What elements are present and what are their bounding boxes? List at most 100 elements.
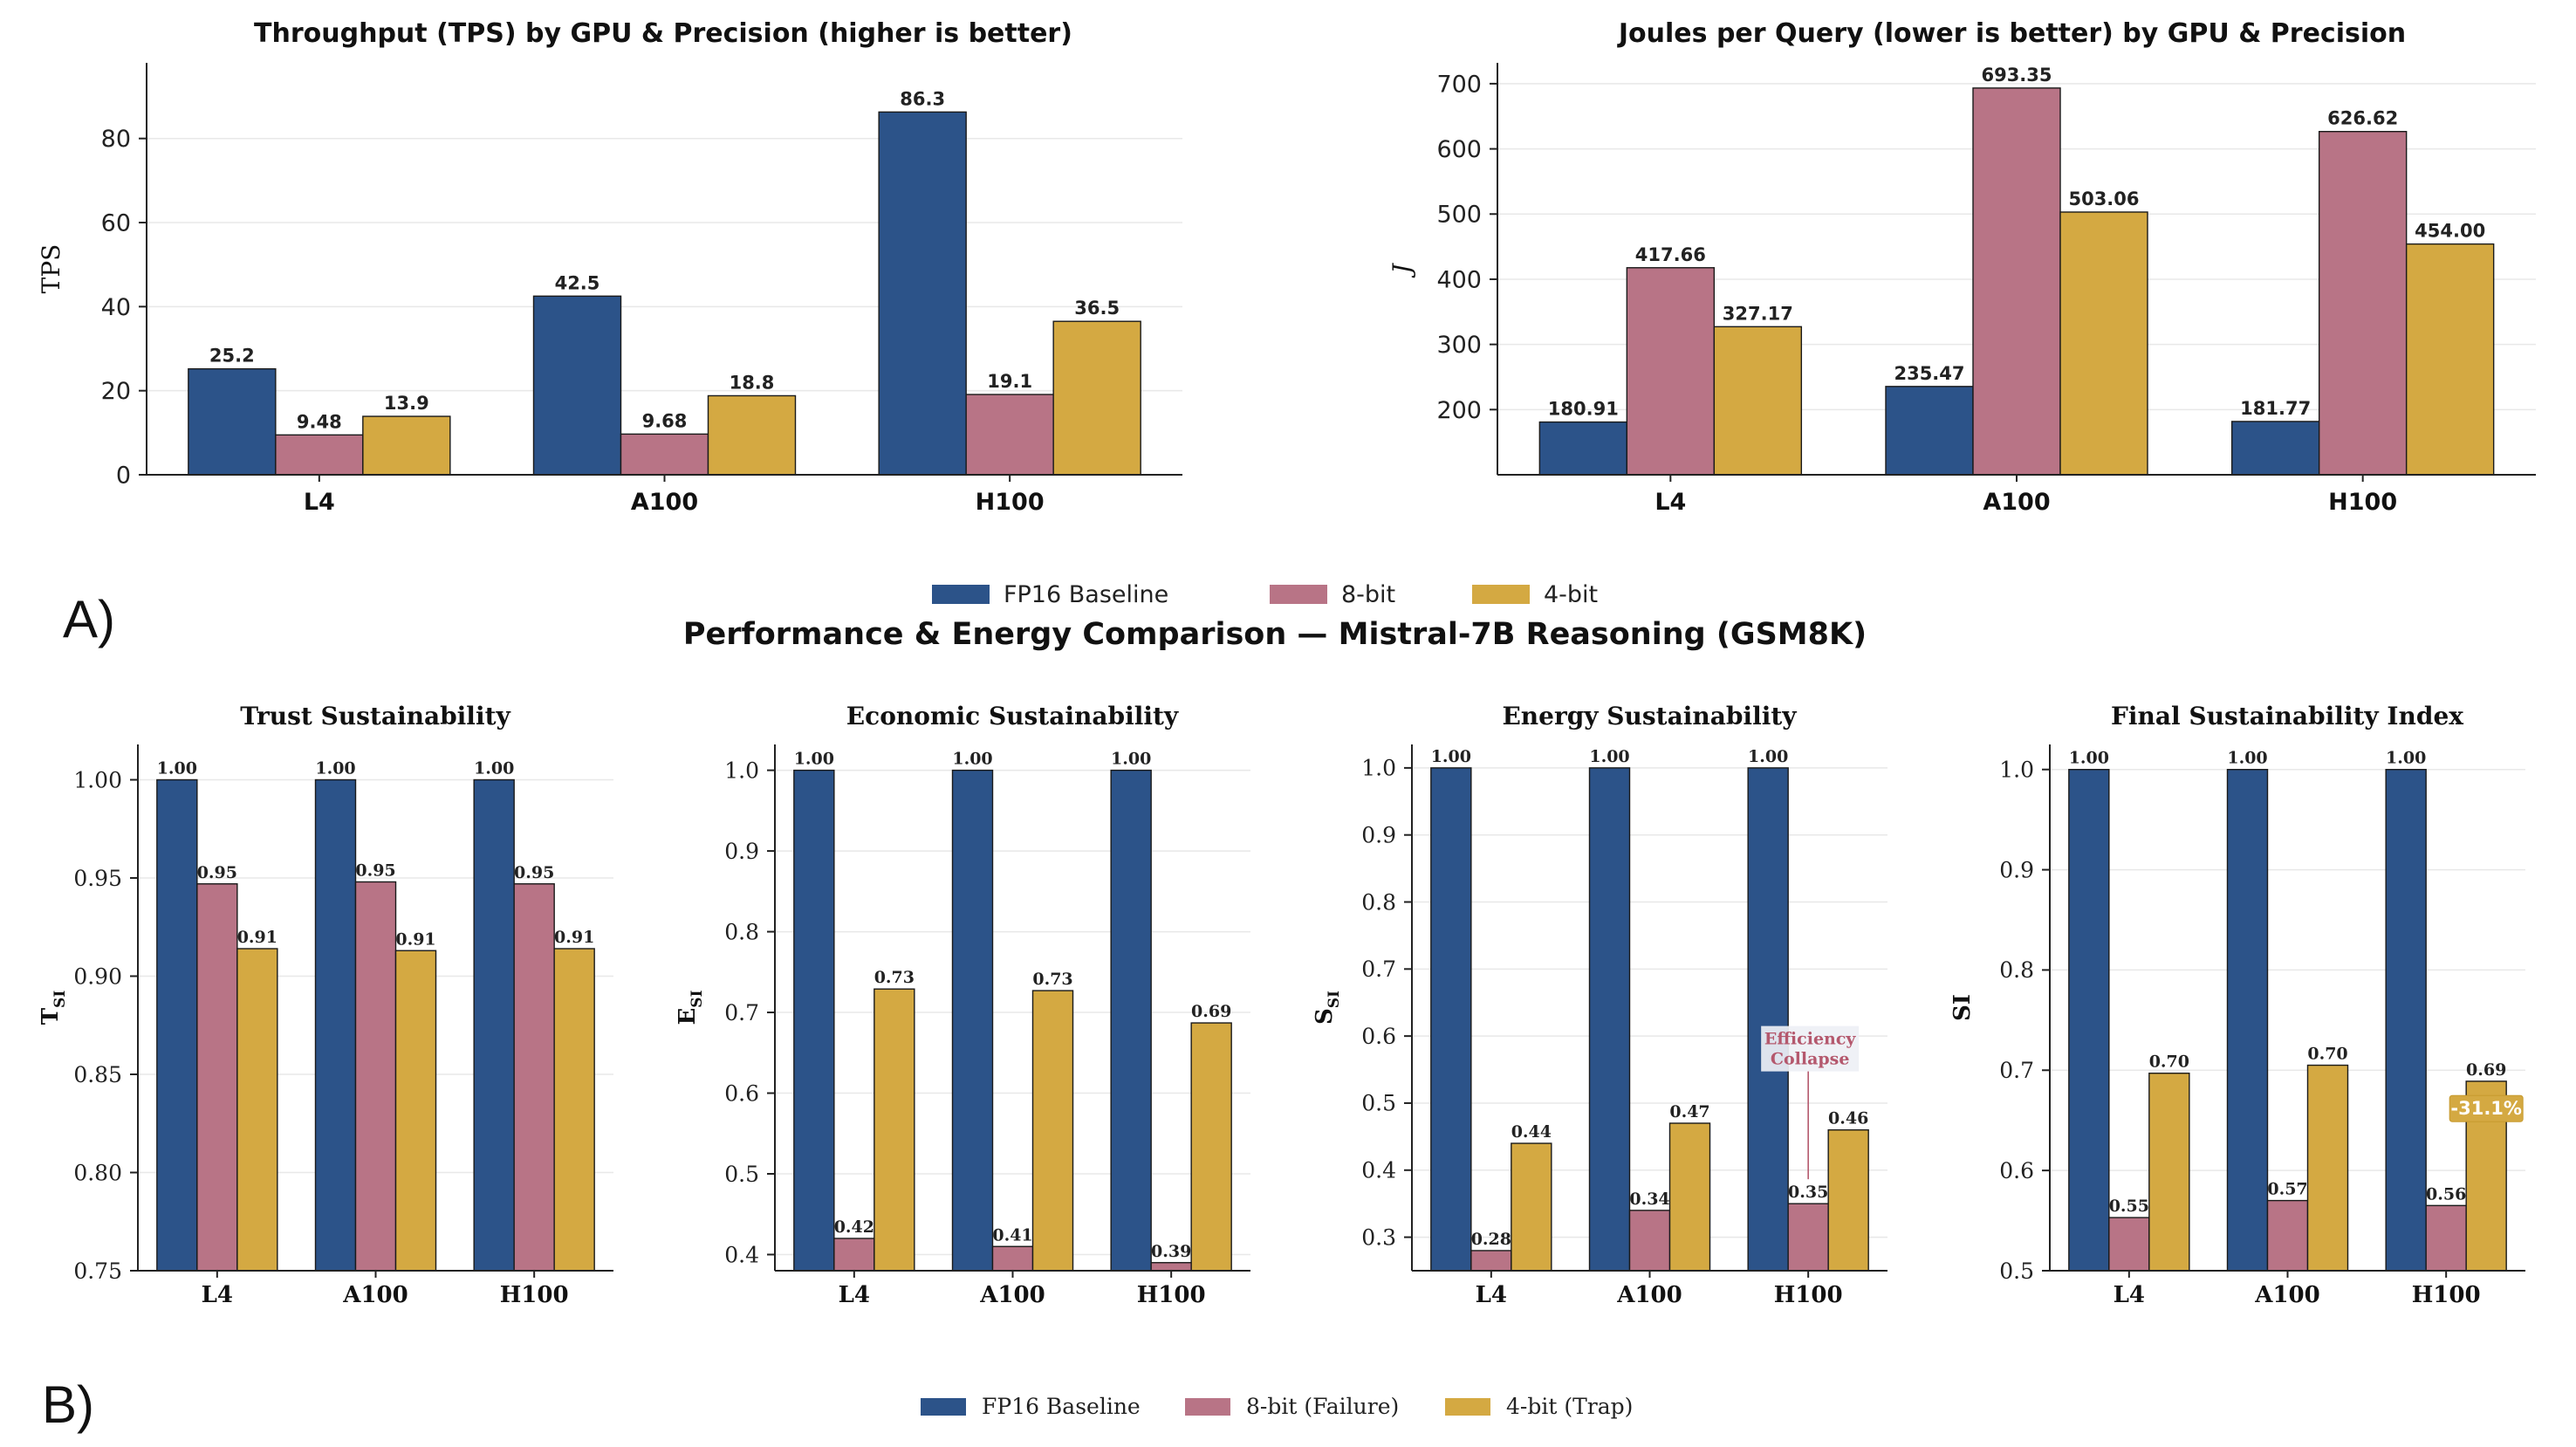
y-axis-label-subscript: SI xyxy=(51,991,69,1008)
legend-swatch-4bit xyxy=(1472,585,1530,604)
y-axis-label: SSI xyxy=(1312,991,1343,1025)
bar-value-label: 0.69 xyxy=(2466,1060,2506,1080)
bar-value-label: 235.47 xyxy=(1894,363,1964,384)
bar-value-label: 19.1 xyxy=(987,371,1032,392)
legend-panel-b: FP16 Baseline 8-bit (Failure) 4-bit (Tra… xyxy=(921,1394,1633,1419)
x-tick-label: L4 xyxy=(304,489,335,516)
legend-label-8bit: 8-bit xyxy=(1341,581,1395,608)
y-tick-label: 0.90 xyxy=(73,964,122,989)
chart-economic-sustainability: Economic Sustainability 0.40.50.60.70.80… xyxy=(675,702,1250,1308)
y-tick-label: 500 xyxy=(1436,202,1482,229)
bar-value-label: 0.95 xyxy=(514,863,554,882)
panel-label-b: B) xyxy=(42,1375,94,1434)
y-tick-label: 40 xyxy=(101,294,131,321)
bar-fp16-a100 xyxy=(314,778,357,1272)
bar-bit4-h100 xyxy=(553,948,595,1272)
x-tick-label: L4 xyxy=(839,1282,870,1308)
y-tick-label: 1.0 xyxy=(724,758,759,783)
bar-fp16-h100 xyxy=(1110,769,1152,1272)
bar-bit8-a100 xyxy=(2266,1199,2309,1272)
bar-value-label: 0.70 xyxy=(2307,1045,2347,1064)
y-tick-label: 0.85 xyxy=(73,1062,122,1087)
y-tick-label: 0.8 xyxy=(1999,957,2034,983)
chart-title: Throughput (TPS) by GPU & Precision (hig… xyxy=(254,18,1072,49)
chart-joules-per-query: Joules per Query (lower is better) by GP… xyxy=(1387,18,2536,516)
legend-label-4bit: 4-bit (Trap) xyxy=(1506,1394,1633,1419)
bar-bit8-l4 xyxy=(275,434,364,476)
chart-title: Final Sustainability Index xyxy=(2111,702,2463,730)
bar-fp16-a100 xyxy=(951,769,994,1272)
bar-bit8-l4 xyxy=(1470,1250,1512,1272)
bar-bit4-l4 xyxy=(874,988,915,1272)
legend-panel-a: FP16 Baseline 8-bit 4-bit xyxy=(932,581,1598,608)
bar-value-label: 327.17 xyxy=(1723,303,1793,324)
annotation-box xyxy=(1761,1025,1860,1072)
figure-suptitle: Performance & Energy Comparison — Mistra… xyxy=(683,617,1867,652)
y-axis-label-main: SI xyxy=(1949,994,1976,1021)
bar-value-label: 18.8 xyxy=(730,372,775,393)
annotation-text-line1: Efficiency xyxy=(1764,1030,1857,1049)
y-tick-label: 0.6 xyxy=(1361,1024,1396,1049)
bar-value-label: 0.55 xyxy=(2109,1197,2149,1216)
y-tick-label: 400 xyxy=(1436,266,1482,293)
bar-bit8-l4 xyxy=(196,883,238,1272)
bar-bit4-l4 xyxy=(1511,1142,1552,1272)
y-tick-label: 0.5 xyxy=(724,1162,759,1187)
y-tick-label: 300 xyxy=(1436,332,1482,359)
bar-value-label: 86.3 xyxy=(900,88,945,109)
bar-bit8-a100 xyxy=(991,1245,1034,1272)
plot-area: 0.3 0.4 0.5 0.6 0.7 0.8 0.9 1.0 1.00 0.28 0.44 L4 1.… xyxy=(1312,744,1887,1308)
bar-value-label: 0.91 xyxy=(554,928,594,947)
bar-bit4-h100 xyxy=(1190,1022,1232,1272)
chart-title: Economic Sustainability xyxy=(846,702,1179,730)
bar-value-label: 0.39 xyxy=(1151,1242,1191,1261)
x-tick-label: L4 xyxy=(1655,489,1686,516)
bar-fp16-a100 xyxy=(2226,769,2269,1272)
bar-bit8-h100 xyxy=(2318,131,2408,476)
bar-value-label: 1.00 xyxy=(1431,747,1471,766)
y-tick-label: 0.9 xyxy=(1361,822,1396,847)
bar-value-label: 503.06 xyxy=(2068,189,2139,209)
y-tick-label: 1.0 xyxy=(1999,757,2034,782)
bar-value-label: 693.35 xyxy=(1981,65,2052,86)
legend-swatch-fp16 xyxy=(921,1398,966,1416)
plot-area: 0 20 40 60 80 25.2 9.48 13.9 L4 42.5 9.68 18.8 A100 8… xyxy=(37,63,1182,516)
y-tick-label: 20 xyxy=(101,378,131,405)
bar-bit8-h100 xyxy=(1150,1262,1192,1272)
bar-bit4-a100 xyxy=(2306,1064,2349,1272)
bar-value-label: 1.00 xyxy=(2227,749,2267,768)
bar-bit4-a100 xyxy=(1031,990,1074,1272)
x-tick-label: L4 xyxy=(1476,1282,1507,1308)
chart-throughput: Throughput (TPS) by GPU & Precision (hig… xyxy=(37,18,1182,516)
panel-label-a: A) xyxy=(63,590,115,648)
bar-fp16-h100 xyxy=(473,778,515,1272)
bar-bit4-a100 xyxy=(2059,211,2148,476)
y-tick-label: 0.6 xyxy=(724,1080,759,1106)
legend-label-fp16: FP16 Baseline xyxy=(982,1394,1141,1419)
y-tick-label: 0.7 xyxy=(1999,1058,2034,1083)
bar-value-label: 454.00 xyxy=(2415,221,2485,242)
chart-title: Trust Sustainability xyxy=(240,702,510,730)
y-tick-label: 0.8 xyxy=(1361,889,1396,915)
bar-value-label: 181.77 xyxy=(2240,398,2311,419)
legend-swatch-fp16 xyxy=(932,585,990,604)
bar-value-label: 1.00 xyxy=(794,750,834,769)
bar-value-label: 0.34 xyxy=(1629,1190,1669,1209)
x-tick-label: A100 xyxy=(631,489,698,516)
y-axis-label: J xyxy=(1387,263,1416,278)
y-tick-label: 0.8 xyxy=(724,919,759,944)
bar-bit4-a100 xyxy=(394,950,437,1272)
bar-fp16-h100 xyxy=(2385,769,2427,1272)
bar-bit8-a100 xyxy=(354,881,397,1272)
bar-value-label: 1.00 xyxy=(157,759,197,778)
bar-value-label: 1.00 xyxy=(1589,747,1629,766)
bar-value-label: 25.2 xyxy=(209,346,255,367)
bar-bit4-l4 xyxy=(1713,326,1803,476)
bar-value-label: 0.28 xyxy=(1471,1230,1511,1249)
bar-bit8-a100 xyxy=(620,433,709,476)
bar-value-label: 0.70 xyxy=(2149,1053,2189,1072)
bar-value-label: 0.91 xyxy=(395,929,435,949)
bar-fp16-h100 xyxy=(2230,421,2320,476)
bar-bit4-l4 xyxy=(362,415,451,476)
